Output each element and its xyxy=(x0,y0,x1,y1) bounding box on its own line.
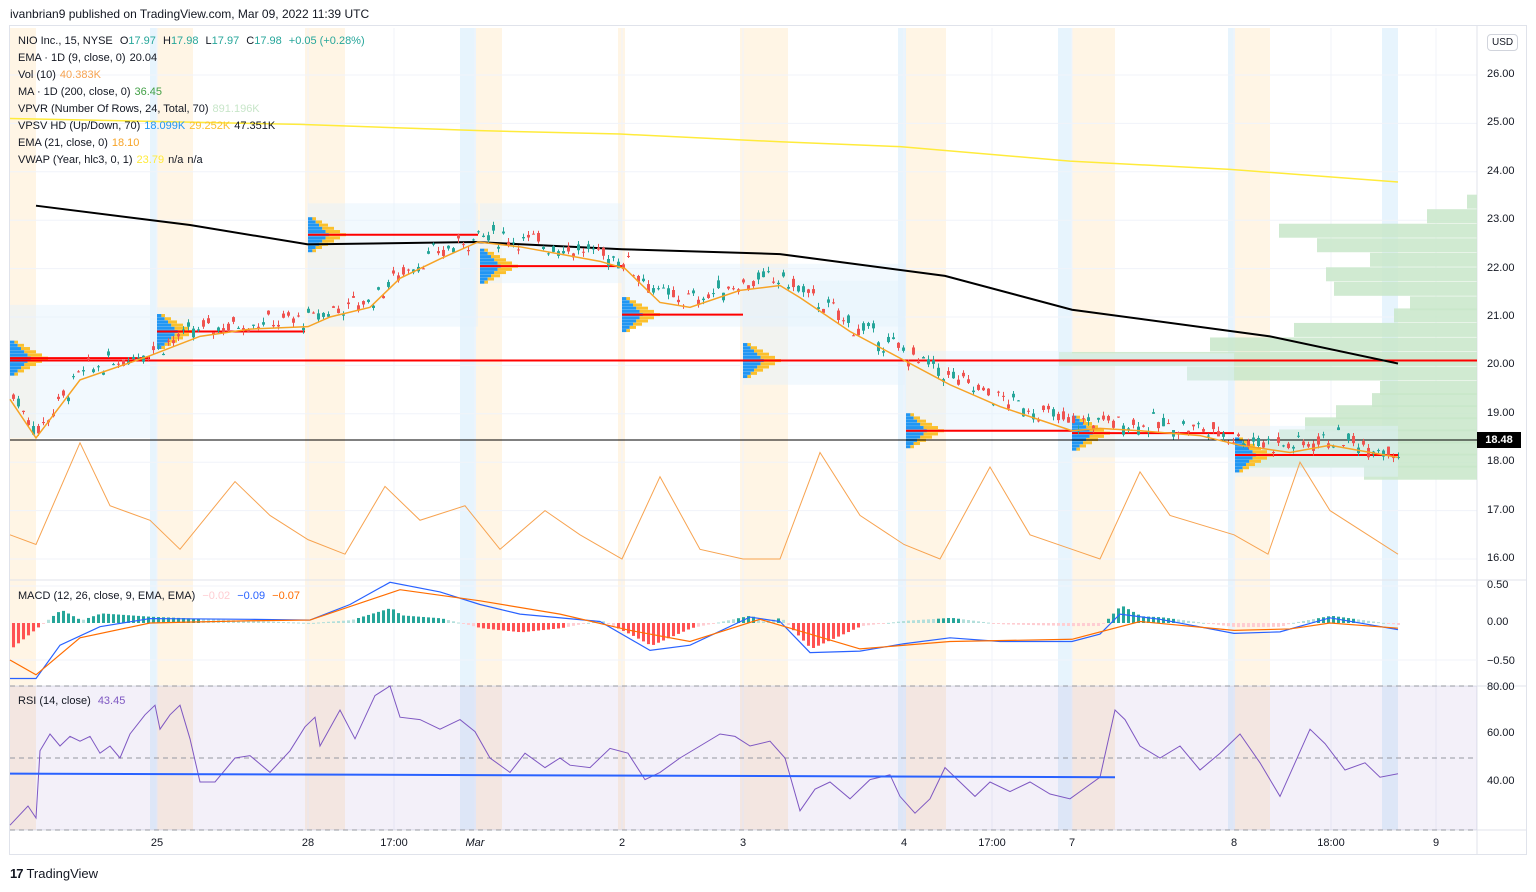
indicator-label: VPVR (Number Of Rows, 24, Total, 70) xyxy=(18,103,209,115)
axis-tick-label: 17.00 xyxy=(1487,503,1515,516)
time-tick-label: 9 xyxy=(1432,837,1440,849)
axis-tick-label: 21.00 xyxy=(1487,310,1515,322)
low-label: L xyxy=(205,35,212,47)
macd-legend: MACD (12, 26, close, 9, EMA, EMA) −0.02 … xyxy=(18,588,304,604)
axis-tick-label: 24.00 xyxy=(1487,164,1515,177)
axis-tick-label: 0.50 xyxy=(1487,579,1509,591)
tradingview-brand: TradingView xyxy=(26,866,99,881)
axis-tick-label: 20.00 xyxy=(1487,358,1515,371)
rsi-value: 43.45 xyxy=(97,695,126,707)
indicator-label: Vol (10) xyxy=(18,69,56,81)
indicator-legend-row: MA · 1D (200, close, 0) 36.45 xyxy=(18,84,166,100)
axis-tick-label: 22.00 xyxy=(1487,261,1515,274)
last-price-tag: 18.48 xyxy=(1477,432,1521,448)
time-tick-label: Mar xyxy=(465,837,485,849)
low-value: 17.97 xyxy=(211,35,240,47)
indicator-label: MA · 1D (200, close, 0) xyxy=(18,86,131,98)
indicator-label: EMA (21, close, 0) xyxy=(18,137,108,149)
axis-tick-label: 40.00 xyxy=(1487,775,1515,787)
indicator-value: 40.383K xyxy=(59,69,101,81)
rsi-legend: RSI (14, close) 43.45 xyxy=(18,693,129,709)
indicator-legend-row: VPVR (Number Of Rows, 24, Total, 70) 891.… xyxy=(18,101,264,117)
open-label: O xyxy=(119,35,129,47)
indicator-legend-row: EMA · 1D (9, close, 0) 20.04 xyxy=(18,50,161,66)
tradingview-logo[interactable]: 17 TradingView xyxy=(10,866,98,881)
indicator-label: VPSV HD (Up/Down, 70) xyxy=(18,120,141,132)
macd-hist-value: −0.02 xyxy=(202,590,231,602)
tradingview-logo-icon: 17 xyxy=(10,866,24,881)
indicator-value: 20.04 xyxy=(129,52,158,64)
open-value: 17.97 xyxy=(128,35,156,47)
axis-tick-label: 16.00 xyxy=(1487,552,1515,564)
indicator-label: VWAP (Year, hlc3, 0, 1) xyxy=(18,154,133,166)
publish-line: ivanbrian9 published on TradingView.com,… xyxy=(10,7,370,21)
axis-tick-label: 26.00 xyxy=(1487,68,1515,80)
time-tick-label: 4 xyxy=(900,837,908,849)
time-tick-label: 18:00 xyxy=(1317,837,1345,849)
time-tick-label: 3 xyxy=(739,837,747,849)
time-tick-label: 8 xyxy=(1230,837,1238,849)
indicator-legend-row: EMA (21, close, 0) 18.10 xyxy=(18,135,143,151)
axis-tick-label: 25.00 xyxy=(1487,116,1515,129)
indicator-legend-row: VWAP (Year, hlc3, 0, 1) 23.79 n/a n/a xyxy=(18,152,207,168)
macd-signal-value: −0.07 xyxy=(272,590,300,602)
indicator-value: 18.099K xyxy=(144,120,186,132)
indicator-value: n/a xyxy=(168,154,184,166)
indicator-value: 36.45 xyxy=(134,86,163,98)
axis-tick-label: 60.00 xyxy=(1487,727,1515,739)
axis-tick-label: 19.00 xyxy=(1487,406,1515,419)
close-label: C xyxy=(246,35,255,47)
time-tick-label: 25 xyxy=(150,837,164,849)
axis-tick-label: −0.50 xyxy=(1487,655,1515,667)
indicator-legend-row: VPSV HD (Up/Down, 70) 18.099K 29.252K 47.35… xyxy=(18,118,279,134)
close-value: 17.98 xyxy=(254,35,282,47)
time-tick-label: 17:00 xyxy=(978,837,1006,849)
high-value: 17.98 xyxy=(170,35,199,47)
indicator-value: 29.252K xyxy=(189,120,231,132)
indicator-label: EMA · 1D (9, close, 0) xyxy=(18,52,126,64)
macd-value: −0.09 xyxy=(237,590,266,602)
time-tick-label: 7 xyxy=(1068,837,1076,849)
time-tick-label: 2 xyxy=(618,837,626,849)
symbol-label: NIO Inc., 15, NYSE xyxy=(18,35,113,47)
indicator-value: 47.351K xyxy=(234,120,276,132)
high-label: H xyxy=(162,35,171,47)
axis-tick-label: 0.00 xyxy=(1487,616,1509,628)
indicator-value: 23.79 xyxy=(136,154,165,166)
axis-tick-label: 23.00 xyxy=(1487,213,1515,226)
indicator-value: n/a xyxy=(187,154,203,166)
indicator-value: 18.10 xyxy=(111,137,140,149)
indicator-value: 891.196K xyxy=(212,103,260,115)
axis-tick-label: 18.00 xyxy=(1487,455,1515,468)
time-tick-label: 17:00 xyxy=(380,837,408,849)
currency-badge[interactable]: USD xyxy=(1487,34,1519,51)
axis-tick-label: 80.00 xyxy=(1487,681,1515,693)
time-tick-label: 28 xyxy=(301,837,315,849)
symbol-legend: NIO Inc., 15, NYSE O17.97 H17.98 L17.97 … xyxy=(18,33,369,49)
macd-label: MACD (12, 26, close, 9, EMA, EMA) xyxy=(18,590,196,602)
rsi-label: RSI (14, close) xyxy=(18,695,91,707)
change-value: +0.05 (+0.28%) xyxy=(288,35,365,47)
indicator-legend-row: Vol (10) 40.383K xyxy=(18,67,105,83)
